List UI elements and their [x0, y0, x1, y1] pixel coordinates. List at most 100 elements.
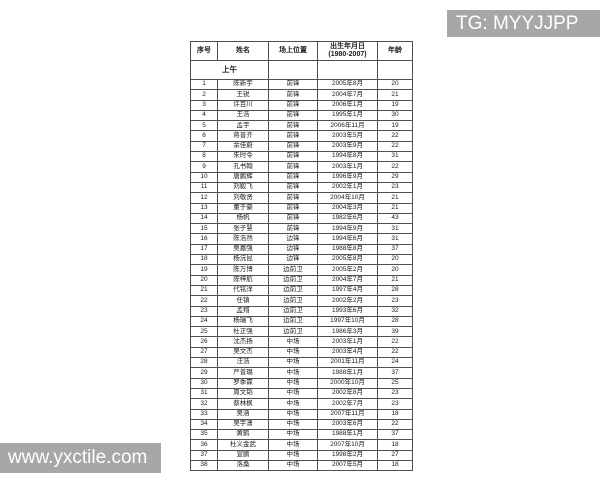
cell-name: 孟宇 [217, 120, 269, 132]
table-row: 24 杨瑞飞 边前卫 1997年10月 28 [190, 315, 413, 328]
table-row: 12 刘敬贤 前锋 2004年10月 21 [190, 192, 413, 204]
table-row: 4 王浩 前锋 1995年1月 30 [190, 109, 413, 122]
cell-position: 中场 [268, 439, 318, 451]
cell-no: 6 [190, 130, 218, 142]
cell-name: 杨瑞飞 [217, 315, 269, 328]
roster-table: 序号 姓名 场上位置 出生年月日 (1980-2007) 年龄 上午 1 陈新宇前… [190, 41, 413, 472]
cell-birth: 1995年1月 [317, 109, 378, 122]
cell-birth: 2005年2月 [317, 264, 378, 276]
cell-no: 30 [190, 377, 218, 389]
cell-position: 前锋 [268, 161, 318, 173]
table-row: 10 唐鹏辉 前锋 1996年9月 29 [190, 171, 413, 183]
cell-age: 21 [377, 202, 413, 214]
cell-age: 21 [377, 192, 413, 204]
cell-no: 9 [190, 161, 218, 173]
col-header-birth-label: 出生年月日 [330, 42, 365, 50]
table-row: 23 孟翔 边前卫 1993年6月 32 [190, 305, 413, 317]
cell-age: 37 [377, 243, 413, 256]
cell-position: 中场 [268, 377, 318, 389]
table-row: 29 严普璐 中场 1988年1月 37 [190, 367, 413, 379]
cell-age: 25 [377, 377, 413, 389]
table-row: 38 洛桑 中场 2007年5月 18 [190, 459, 413, 472]
cell-age: 31 [377, 233, 413, 245]
table-row: 11 刘毅飞 前锋 2002年1月 23 [190, 181, 413, 194]
cell-position: 边前卫 [268, 326, 318, 338]
table-row: 37 宣鹏 中场 1998年2月 27 [190, 449, 413, 461]
roster-sheet: 序号 姓名 场上位置 出生年月日 (1980-2007) 年龄 上午 1 陈新宇前… [190, 41, 413, 472]
table-row: 8 朱时令 前锋 1994年8月 31 [190, 151, 413, 163]
cell-position: 前锋 [268, 78, 318, 91]
cell-position: 中场 [268, 449, 318, 461]
cell-age: 39 [377, 326, 413, 338]
col-header-no: 序号 [190, 41, 218, 61]
cell-no: 4 [190, 109, 218, 122]
col-header-age: 年龄 [377, 41, 413, 61]
cell-position: 前锋 [268, 140, 318, 153]
cell-position: 边前卫 [268, 284, 318, 297]
cell-no: 26 [190, 336, 218, 348]
cell-birth: 2004年3月 [317, 202, 378, 214]
cell-name: 吴宇潇 [217, 418, 269, 431]
cell-birth: 2002年2月 [317, 295, 378, 307]
cell-no: 38 [190, 459, 218, 472]
col-header-birth-range: (1980-2007) [328, 51, 367, 58]
cell-name: 陈梓航 [217, 274, 269, 286]
section-row: 上午 [190, 60, 413, 80]
table-row: 32 蔡林枫 中场 2002年7月 23 [190, 398, 413, 410]
cell-position: 中场 [268, 398, 318, 410]
cell-birth: 1994年6月 [317, 233, 378, 245]
cell-no: 37 [190, 449, 218, 461]
col-header-position: 场上位置 [268, 41, 318, 61]
cell-birth: 1988年1月 [317, 367, 378, 379]
cell-birth: 2005年8月 [317, 78, 378, 91]
cell-age: 31 [377, 151, 413, 163]
table-row: 30 罗季霖 中场 2000年10月 25 [190, 377, 413, 389]
col-header-name: 姓名 [217, 41, 269, 61]
cell-birth: 2002年8月 [317, 387, 378, 400]
section-empty-cell [268, 60, 318, 80]
cell-no: 3 [190, 99, 218, 111]
cell-no: 33 [190, 408, 218, 420]
cell-name: 刘毅飞 [217, 181, 269, 194]
cell-age: 21 [377, 274, 413, 286]
cell-name: 汪浩 [217, 357, 269, 369]
section-empty-cell [317, 60, 378, 80]
cell-age: 31 [377, 223, 413, 235]
cell-age: 18 [377, 408, 413, 420]
table-row: 31 周文韬 中场 2002年8月 23 [190, 387, 413, 400]
cell-position: 前锋 [268, 202, 318, 214]
cell-name: 余佳蔚 [217, 140, 269, 153]
cell-name: 洛桑 [217, 459, 269, 472]
cell-no: 1 [190, 78, 218, 91]
cell-age: 20 [377, 254, 413, 266]
table-row: 17 吴嘉强 边锋 1988年8月 37 [190, 243, 413, 256]
cell-birth: 2003年1月 [317, 336, 378, 348]
table-row: 22 任镇 边前卫 2002年2月 23 [190, 295, 413, 307]
cell-birth: 2004年7月 [317, 89, 378, 101]
cell-position: 前锋 [268, 120, 318, 132]
cell-birth: 2006年11月 [317, 120, 378, 132]
cell-birth: 2007年10月 [317, 439, 378, 451]
cell-position: 中场 [268, 357, 318, 369]
cell-position: 前锋 [268, 181, 318, 194]
cell-position: 中场 [268, 387, 318, 400]
cell-birth: 2004年7月 [317, 274, 378, 286]
cell-age: 22 [377, 161, 413, 173]
cell-name: 张子慧 [217, 223, 269, 235]
table-row: 18 杨沅昆 边锋 2005年8月 20 [190, 254, 413, 266]
cell-age: 19 [377, 99, 413, 111]
cell-name: 杨帆 [217, 212, 269, 225]
cell-birth: 2007年5月 [317, 459, 378, 472]
cell-age: 32 [377, 305, 413, 317]
col-header-position-label: 场上位置 [279, 46, 307, 54]
cell-no: 22 [190, 295, 218, 307]
cell-age: 23 [377, 398, 413, 410]
cell-birth: 2002年1月 [317, 181, 378, 194]
table-row: 19 陈万博 边前卫 2005年2月 20 [190, 264, 413, 276]
col-header-no-label: 序号 [197, 46, 211, 54]
cell-age: 30 [377, 109, 413, 122]
cell-age: 23 [377, 295, 413, 307]
cell-name: 陈浩然 [217, 233, 269, 245]
cell-position: 边锋 [268, 233, 318, 245]
cell-no: 35 [190, 429, 218, 441]
